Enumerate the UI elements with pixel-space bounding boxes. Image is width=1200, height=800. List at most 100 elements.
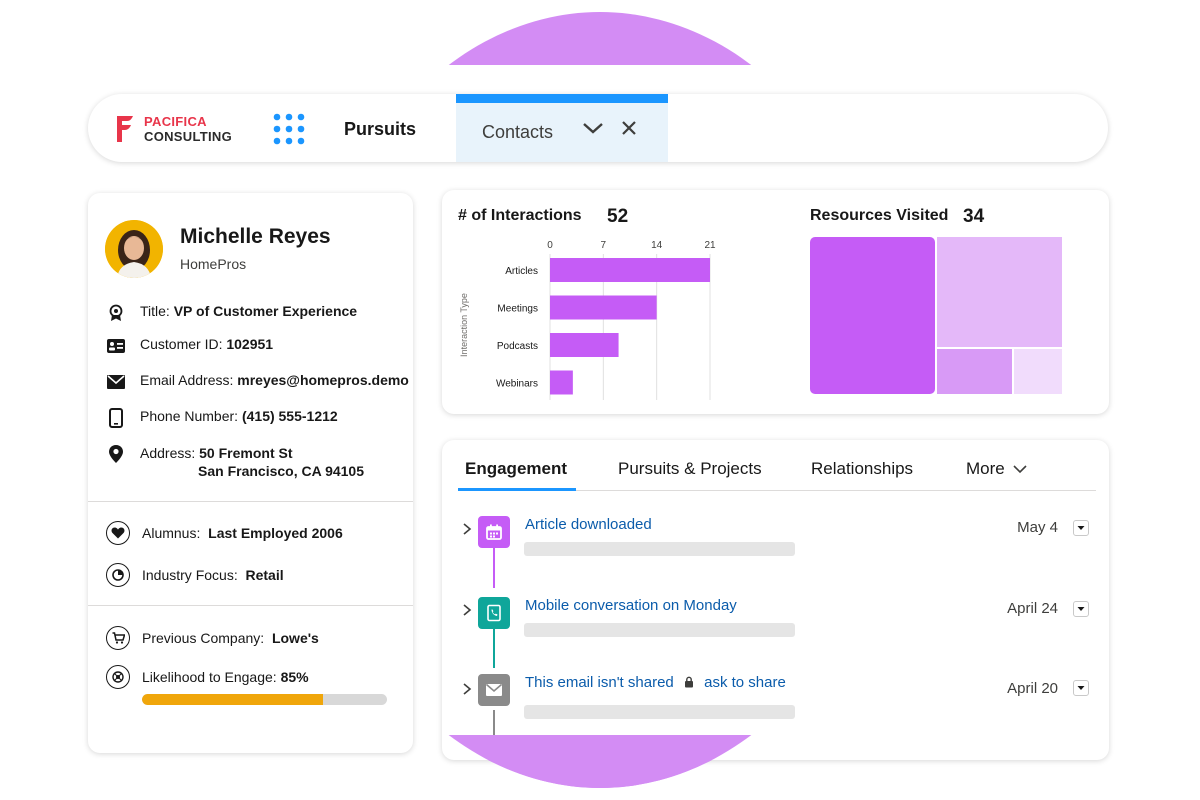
alumnus-label: Alumnus:	[142, 525, 201, 541]
bar-podcasts	[550, 333, 619, 357]
bar-articles	[550, 258, 710, 282]
brand-line-1: PACIFICA	[144, 114, 207, 129]
active-tab-indicator	[458, 488, 576, 491]
avatar	[105, 220, 163, 278]
brand-line-2: CONSULTING	[144, 129, 232, 144]
phone-icon	[478, 597, 510, 629]
timeline-item-date: April 24	[1007, 600, 1058, 617]
previous-company-field: Previous Company: Lowe's	[106, 626, 319, 650]
email-value[interactable]: mreyes@homepros.demo	[237, 372, 409, 388]
timeline-item-date: May 4	[1017, 519, 1058, 536]
timeline-item: This email isn't shared ask to share Apr…	[442, 674, 1109, 734]
timeline-item-title[interactable]: Article downloaded	[525, 516, 652, 533]
address-line-2: San Francisco, CA 94105	[198, 463, 365, 479]
customer-id-value: 102951	[226, 336, 274, 352]
heart-icon	[106, 521, 130, 545]
bar-webinars	[550, 370, 573, 395]
bar-meetings	[550, 295, 657, 320]
item-menu-button[interactable]	[1073, 520, 1089, 536]
timeline-item: Article downloaded May 4	[442, 516, 1109, 576]
tabs-baseline	[458, 490, 1096, 491]
y-category-label: Meetings	[497, 304, 538, 315]
customer-id-field: Customer ID: 102951	[106, 336, 273, 356]
top-navigation: PACIFICA CONSULTING Pursuits Contacts	[88, 94, 1108, 162]
timeline-connector	[493, 628, 495, 668]
tab-pursuits-projects[interactable]: Pursuits & Projects	[618, 459, 762, 478]
alumnus-value: Last Employed 2006	[208, 525, 343, 541]
x-tick-label: 21	[704, 240, 716, 251]
address-label: Address:	[140, 445, 196, 461]
x-tick-label: 7	[601, 240, 607, 251]
chevron-right-icon[interactable]	[462, 522, 472, 536]
background-arc-bottom	[0, 735, 1200, 800]
contact-card: Michelle Reyes HomePros Title: VP of Cus…	[88, 193, 413, 753]
industry-value: Retail	[245, 567, 284, 583]
y-axis-label: Interaction Type	[459, 293, 469, 357]
caret-down-icon	[1077, 686, 1085, 690]
email-label: Email Address:	[140, 372, 234, 388]
nav-pursuits[interactable]: Pursuits	[344, 119, 417, 139]
y-category-label: Articles	[505, 266, 538, 277]
pie-chart-icon	[106, 563, 130, 587]
envelope-icon	[106, 372, 126, 392]
lock-icon	[684, 676, 693, 688]
customer-id-label: Customer ID:	[140, 336, 223, 352]
interactions-total: 52	[607, 206, 629, 227]
title-value: VP of Customer Experience	[173, 303, 358, 319]
treemap-cell-3	[937, 349, 1012, 394]
email-icon	[478, 674, 510, 706]
tab-contacts[interactable]: Contacts	[456, 94, 668, 162]
phone-label: Phone Number:	[140, 408, 239, 424]
ask-to-share-link[interactable]: ask to share	[704, 674, 786, 691]
tab-more[interactable]: More	[966, 459, 1027, 479]
location-pin-icon	[106, 444, 126, 464]
phone-field: Phone Number: (415) 555-1212	[106, 408, 338, 428]
tab-relationships[interactable]: Relationships	[811, 459, 914, 478]
timeline-item-date: April 20	[1007, 680, 1058, 697]
y-category-label: Podcasts	[497, 341, 538, 352]
treemap-cell-1	[810, 237, 935, 394]
chevron-down-icon	[1013, 465, 1027, 474]
section-divider	[88, 605, 413, 606]
resources-chart-title: Resources Visited	[810, 207, 949, 224]
resources-total: 34	[963, 206, 985, 227]
industry-field: Industry Focus: Retail	[106, 563, 284, 587]
timeline-item-title[interactable]: Mobile conversation on Monday	[525, 597, 737, 614]
treemap-cell-4	[1014, 349, 1062, 394]
target-icon	[106, 665, 130, 689]
likelihood-progress-bar	[142, 694, 387, 705]
brand-logo: PACIFICA CONSULTING	[114, 114, 232, 144]
interactions-chart-title: # of Interactions	[458, 207, 582, 224]
title-field: Title: VP of Customer Experience	[106, 303, 357, 323]
previous-company-value: Lowe's	[271, 630, 319, 646]
caret-down-icon	[1077, 526, 1085, 530]
item-menu-button[interactable]	[1073, 680, 1089, 696]
timeline-item-placeholder	[524, 623, 795, 637]
tab-contacts-label: Contacts	[482, 122, 554, 142]
chevron-right-icon[interactable]	[462, 603, 472, 617]
contact-name: Michelle Reyes	[180, 225, 331, 248]
close-icon[interactable]	[620, 119, 638, 137]
industry-label: Industry Focus:	[142, 567, 238, 583]
charts-card: # of Interactions 52 0 7 14 21 Articles Meeti…	[442, 190, 1109, 414]
chevron-down-icon[interactable]	[582, 120, 604, 136]
timeline-item-placeholder	[524, 542, 795, 556]
avatar-portrait-icon	[105, 220, 163, 278]
title-label: Title:	[140, 303, 170, 319]
address-line-1: 50 Fremont St	[199, 445, 293, 461]
item-menu-button[interactable]	[1073, 601, 1089, 617]
app-launcher-icon[interactable]	[273, 113, 305, 145]
tab-engagement[interactable]: Engagement	[465, 459, 568, 478]
timeline-connector	[493, 548, 495, 588]
timeline-item-placeholder	[524, 705, 795, 719]
mobile-phone-icon	[106, 408, 126, 428]
resources-treemap	[810, 237, 1062, 394]
cart-icon	[106, 626, 130, 650]
id-card-icon	[106, 336, 126, 356]
chevron-right-icon[interactable]	[462, 682, 472, 696]
phone-value[interactable]: (415) 555-1212	[241, 408, 338, 424]
engagement-card: Engagement Pursuits & Projects Relations…	[442, 440, 1109, 760]
treemap-cell-2	[937, 237, 1062, 347]
award-icon	[106, 303, 126, 323]
likelihood-value: 85%	[280, 669, 309, 685]
